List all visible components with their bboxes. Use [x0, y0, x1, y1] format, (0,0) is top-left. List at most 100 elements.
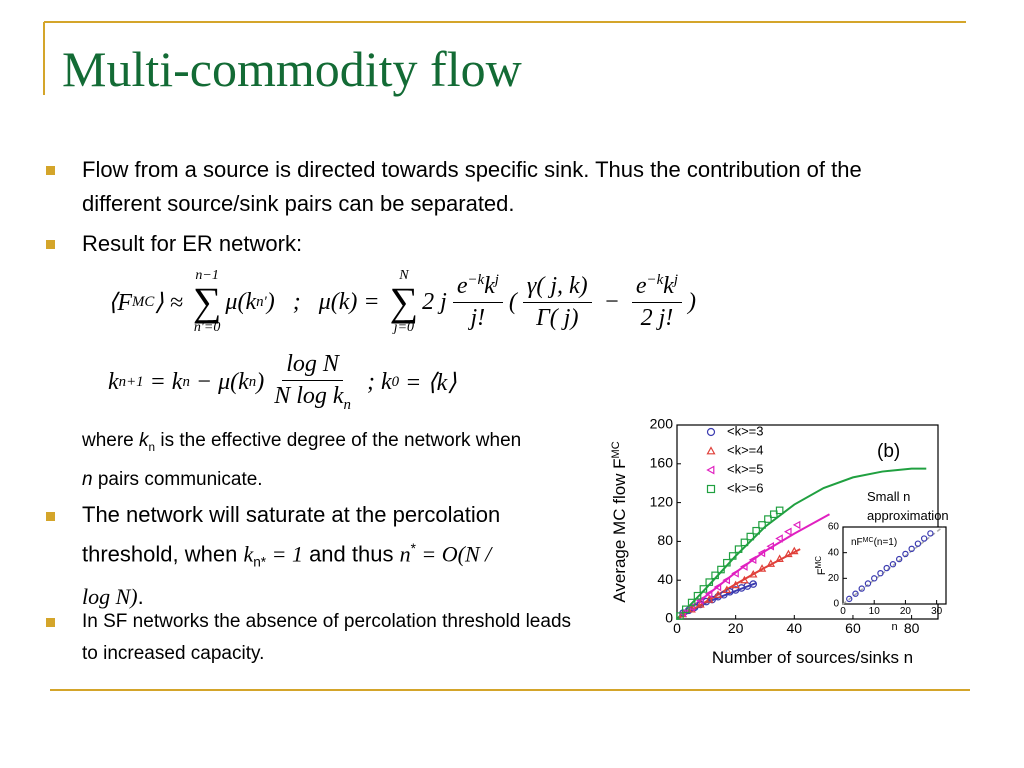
- text: j!: [470, 305, 486, 331]
- annotation: approximation: [867, 508, 949, 523]
- marker: [895, 555, 903, 563]
- legend-label: nFMC(n=1): [851, 537, 897, 549]
- legend-label-text: nF: [851, 537, 863, 548]
- text: ⟨F: [108, 289, 133, 316]
- marker: [687, 598, 696, 607]
- text: −: [597, 288, 626, 315]
- marker: [723, 558, 731, 567]
- y-tick-label: 60: [828, 522, 840, 533]
- text: μ(k) =: [318, 288, 386, 315]
- summation: n−1 ∑ n'=0: [193, 268, 222, 336]
- summation: N ∑ j=0: [390, 268, 419, 336]
- y-axis-label-text: Average MC flow F: [610, 458, 629, 602]
- legend-label-superscript: MC: [863, 537, 874, 544]
- subscript: MC: [132, 293, 155, 310]
- text: = k: [143, 368, 183, 395]
- marker: [705, 595, 714, 603]
- text: ;: [274, 288, 319, 315]
- marker: [705, 578, 714, 586]
- text: Γ( j): [536, 304, 579, 331]
- bullet-text: The network will saturate at the percola…: [82, 498, 502, 614]
- sum-upper: n−1: [195, 268, 219, 283]
- text: k: [663, 273, 674, 299]
- subscript: n: [148, 440, 156, 454]
- marker: [711, 571, 719, 580]
- marker: [740, 562, 748, 571]
- marker: [717, 565, 725, 574]
- marker: [927, 530, 934, 537]
- text: ): [256, 368, 265, 395]
- subscript: n: [182, 373, 190, 390]
- y-tick-label: 0: [833, 599, 839, 610]
- marker: [734, 545, 743, 553]
- marker: [871, 575, 878, 582]
- text: ): [687, 288, 696, 315]
- marker: [766, 542, 775, 551]
- math-text: k: [243, 541, 254, 567]
- y-axis-label-text: F: [816, 568, 828, 575]
- y-tick-label: 200: [650, 416, 674, 432]
- italic-text: k: [139, 430, 149, 451]
- bullet-marker: [46, 166, 55, 175]
- legend-label-suffix: (n=1): [874, 537, 898, 548]
- marker: [740, 538, 749, 547]
- marker: [846, 595, 853, 603]
- subscript: n': [256, 293, 267, 310]
- sum-lower: j=0: [393, 320, 415, 335]
- superscript: j: [494, 272, 499, 288]
- marker: [728, 552, 737, 560]
- text: .: [137, 583, 144, 609]
- marker: [706, 484, 716, 494]
- marker: [746, 532, 755, 541]
- marker: [766, 559, 776, 567]
- annotation: Small n: [867, 489, 910, 504]
- x-axis-label: Number of sources/sinks n: [712, 648, 913, 667]
- fit-line: [676, 513, 830, 620]
- marker: [687, 604, 696, 613]
- math-text: = O(N / log N): [82, 541, 492, 609]
- marker: [758, 521, 766, 529]
- bullet-text: In SF networks the absence of percolatio…: [82, 611, 572, 664]
- text: and thus: [302, 541, 400, 567]
- subscript: n+1: [118, 373, 144, 390]
- y-axis-label: FMC: [814, 556, 829, 575]
- x-tick-label: 20: [900, 606, 912, 617]
- text: e: [635, 273, 647, 299]
- sum-symbol: ∑: [389, 279, 419, 324]
- math-text: = 1: [266, 541, 303, 567]
- x-tick-label: 0: [840, 606, 846, 617]
- text: is the effective degree of the network w…: [155, 430, 522, 451]
- marker: [920, 535, 928, 542]
- legend-label: <k>=5: [727, 461, 764, 476]
- marker: [706, 427, 716, 437]
- x-tick-label: 0: [673, 620, 681, 636]
- marker: [757, 564, 767, 572]
- bullet-text: Result for ER network:: [82, 231, 303, 256]
- bullet-marker: [46, 512, 55, 521]
- equation: ⟨F MC ⟩ ≈ n−1 ∑ n'=0 μ(k n') ; μ(k) = N ∑ j=0 2 j…: [108, 262, 696, 342]
- y-tick-label: 40: [828, 547, 840, 558]
- y-tick-label: 80: [657, 532, 673, 548]
- marker: [681, 605, 690, 614]
- marker: [706, 465, 715, 475]
- marker: [858, 585, 865, 592]
- marker: [704, 589, 713, 598]
- text: 2 j: [422, 288, 447, 315]
- marker: [722, 585, 732, 594]
- marker: [713, 590, 723, 598]
- marker: [790, 546, 799, 555]
- superscript: j: [673, 272, 678, 288]
- marker: [731, 580, 740, 589]
- marker: [883, 564, 890, 572]
- text: (: [508, 288, 517, 315]
- text: log N: [286, 350, 339, 377]
- legend-label: <k>=4: [727, 442, 764, 457]
- marker: [877, 570, 884, 577]
- marker: [748, 555, 757, 565]
- denominator: j!: [467, 303, 490, 332]
- text: ): [266, 288, 275, 315]
- denominator: 2 j!: [637, 303, 678, 332]
- fraction: log N N log kn: [270, 351, 355, 414]
